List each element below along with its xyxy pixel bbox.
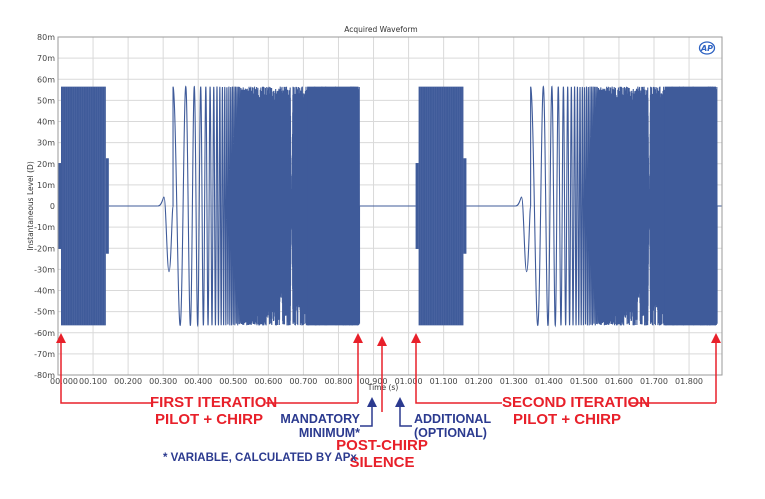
x-tick-label: 01.200 (465, 377, 493, 386)
x-tick-label: 00.900 (360, 377, 388, 386)
first-iteration-line2: PILOT + CHIRP (155, 410, 263, 428)
additional-line2: (OPTIONAL) (414, 426, 487, 440)
footnote: * VARIABLE, CALCULATED BY APx (163, 452, 357, 464)
annotation-brackets (60, 340, 717, 412)
y-tick-label: 0 (50, 202, 55, 211)
x-tick-label: 01.400 (535, 377, 563, 386)
x-tick-label: 00.100 (79, 377, 107, 386)
x-tick-label: 00.700 (289, 377, 317, 386)
y-tick-label: -70m (34, 350, 55, 359)
x-axis-ticks: 00.000 00.100 00.200 00.300 00.400 00.500 00.6… (50, 377, 703, 386)
y-tick-label: -10m (34, 223, 55, 232)
chart-title: Acquired Waveform (344, 25, 417, 34)
y-axis-ticks: 80m 70m 60m 50m 40m 30m 20m 10m 0 -10m -20m -30m -40… (34, 33, 55, 380)
additional-optional-label: ADDITIONAL (OPTIONAL) (414, 412, 494, 440)
y-tick-label: -40m (34, 287, 55, 296)
y-tick-label: 20m (37, 160, 55, 169)
y-tick-label: -20m (34, 244, 55, 253)
first-iteration-line1: FIRST ITERATION (150, 394, 278, 411)
x-tick-label: 01.700 (640, 377, 668, 386)
waveform-series (58, 85, 722, 328)
plot-frame (57, 36, 723, 376)
x-tick-label: 01.500 (570, 377, 598, 386)
post-chirp-line1: POST-CHIRP (336, 437, 428, 454)
x-tick-label: 00.300 (149, 377, 177, 386)
y-tick-label: 60m (37, 75, 55, 84)
y-tick-label: 10m (37, 181, 55, 190)
y-tick-label: -60m (34, 329, 55, 338)
mandatory-minimum-label: MANDATORY MINIMUM* (280, 412, 360, 440)
mandatory-line1: MANDATORY (280, 412, 360, 426)
x-tick-label: 01.600 (605, 377, 633, 386)
y-tick-label: 40m (37, 118, 55, 127)
y-tick-label: -30m (34, 265, 55, 274)
x-tick-label: 01.100 (430, 377, 458, 386)
x-tick-label: 00.600 (254, 377, 282, 386)
x-tick-label: 01.300 (500, 377, 528, 386)
second-iteration-line1: SECOND ITERATION (502, 394, 651, 411)
blue-arrowheads-icon (367, 397, 405, 407)
y-axis-label: Instantaneous Level (D) (26, 161, 35, 251)
x-tick-label: 01.000 (395, 377, 423, 386)
blue-arrow-lines (360, 405, 412, 427)
post-chirp-line2: SILENCE (349, 453, 415, 471)
y-tick-label: -80m (34, 371, 55, 380)
post-chirp-silence-label: POST-CHIRP SILENCE (330, 437, 434, 472)
ap-logo-icon: AP (698, 41, 716, 55)
first-iteration-label: FIRST ITERATION PILOT + CHIRP (150, 394, 278, 429)
x-tick-label: 00.500 (219, 377, 247, 386)
second-iteration-line2: PILOT + CHIRP (513, 410, 621, 428)
svg-text:AP: AP (700, 44, 713, 53)
x-tick-label: 00.800 (324, 377, 352, 386)
y-tick-label: 70m (37, 54, 55, 63)
additional-line1: ADDITIONAL (414, 412, 492, 426)
x-tick-label: 00.400 (184, 377, 212, 386)
x-tick-label: 01.800 (675, 377, 703, 386)
second-iteration-label: SECOND ITERATION PILOT + CHIRP (502, 394, 651, 429)
y-tick-label: 50m (37, 96, 55, 105)
y-tick-label: 80m (37, 33, 55, 42)
y-tick-label: -50m (34, 308, 55, 317)
red-arrowheads-icon (56, 333, 721, 346)
mandatory-line2: MINIMUM* (298, 426, 360, 440)
x-tick-label: 00.000 (50, 377, 78, 386)
y-tick-label: 30m (37, 139, 55, 148)
x-tick-label: 00.200 (114, 377, 142, 386)
